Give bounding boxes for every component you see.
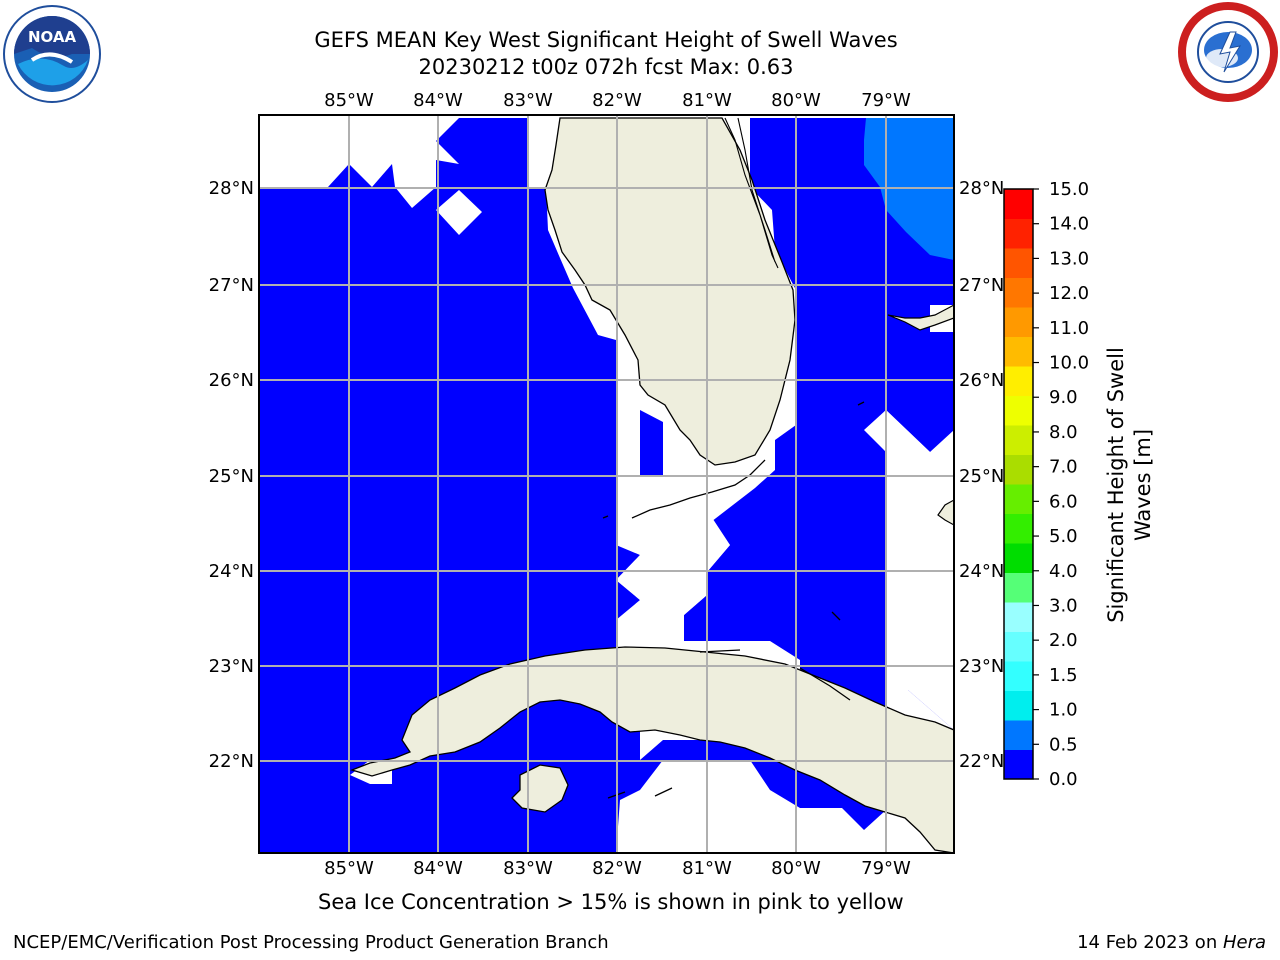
lon-label-top: 81°W: [682, 90, 732, 111]
land-isla-juventud: [511, 764, 569, 813]
colorbar-segment: [1004, 631, 1033, 662]
bahamas-land-2: [937, 499, 954, 526]
lat-label-right: 26°N: [959, 370, 1004, 391]
land-florida: [544, 117, 796, 466]
nodata-gap: [616, 510, 730, 641]
lat-label-right: 28°N: [959, 178, 1004, 199]
colorbar-segment: [1004, 336, 1033, 367]
colorbar-tick-label: 1.0: [1049, 700, 1078, 721]
colorbar-segment: [1004, 572, 1033, 603]
lon-label-bottom: 82°W: [592, 858, 642, 879]
lat-label-left: 28°N: [209, 178, 254, 199]
caption: Sea Ice Concentration > 15% is shown in …: [318, 890, 904, 914]
footer-host: Hera: [1222, 932, 1266, 953]
footer-date-text: 14 Feb 2023 on: [1077, 932, 1223, 953]
swell-field-low-2: [640, 410, 663, 475]
colorbar-segment: [1004, 277, 1033, 308]
lon-label-bottom: 80°W: [771, 858, 821, 879]
noaa-logo-text: NOAA: [28, 28, 77, 46]
chart-title: GEFS MEAN Key West Significant Height of…: [314, 28, 898, 52]
colorbar-tick-label: 14.0: [1049, 214, 1089, 235]
lon-label-top: 85°W: [324, 90, 374, 111]
lat-label-left: 25°N: [209, 466, 254, 487]
colorbar-segment: [1004, 425, 1033, 455]
lon-label-top: 84°W: [413, 90, 463, 111]
bahamas-cay: [831, 401, 865, 621]
lon-label-top: 80°W: [771, 90, 821, 111]
colorbar-frame: [1003, 188, 1034, 780]
colorbar-segment: [1004, 395, 1033, 426]
colorbar-segment: [1004, 543, 1033, 573]
colorbar-label-line2: Waves [m]: [1131, 429, 1155, 541]
colorbar-tick-label: 9.0: [1049, 387, 1078, 408]
colorbar-segment: [1004, 484, 1033, 514]
swell-field-low-3: [560, 530, 640, 853]
colorbar-tick-label: 4.0: [1049, 561, 1078, 582]
land-cuba: [350, 646, 954, 853]
lat-label-left: 23°N: [209, 656, 254, 677]
colorbar-tick-label: 0.0: [1049, 769, 1078, 790]
noaa-logo: NOAA: [3, 5, 101, 103]
colorbar-segment: [1004, 366, 1033, 396]
colorbar-segment: [1004, 307, 1033, 337]
colorbar-segment: [1004, 720, 1033, 750]
lon-label-top: 79°W: [861, 90, 911, 111]
florida-keys-2: [602, 515, 609, 519]
colorbar-tick-label: 13.0: [1049, 248, 1089, 269]
colorbar-tick-label: 8.0: [1049, 422, 1078, 443]
lat-label-right: 23°N: [959, 656, 1004, 677]
colorbar-tick-label: 11.0: [1049, 318, 1089, 339]
colorbar-tick-label: 7.0: [1049, 457, 1078, 478]
grid-lines: [259, 115, 954, 853]
colorbar-segment: [1004, 749, 1033, 780]
swell-field-low-east: [616, 118, 954, 853]
lat-label-left: 26°N: [209, 370, 254, 391]
lat-label-right: 22°N: [959, 751, 1004, 772]
lon-label-bottom: 83°W: [503, 858, 553, 879]
colorbar-ticks: 15.0 14.0 13.0 12.0 11.0 10.0 9.0 8.0 7.0 6.0 5.0 4…: [1033, 179, 1089, 790]
colorbar-segment: [1004, 690, 1033, 721]
nws-logo: [1178, 2, 1278, 102]
lon-label-bottom: 79°W: [861, 858, 911, 879]
lat-label-left: 22°N: [209, 751, 254, 772]
colorbar-tick-label: 0.5: [1049, 734, 1078, 755]
colorbar-segment: [1004, 189, 1033, 219]
lon-label-bottom: 81°W: [682, 858, 732, 879]
colorbar-segment: [1004, 513, 1033, 544]
lat-label-right: 25°N: [959, 466, 1004, 487]
colorbar-tick-label: 1.5: [1049, 665, 1078, 686]
lat-label-right: 24°N: [959, 561, 1004, 582]
nodata-gap: [436, 190, 482, 235]
lon-label-bottom: 84°W: [413, 858, 463, 879]
colorbar-segment: [1004, 602, 1033, 632]
footer-org: NCEP/EMC/Verification Post Processing Pr…: [13, 932, 609, 953]
bahamas-land: [887, 304, 954, 331]
colorbar-tick-label: 5.0: [1049, 526, 1078, 547]
lon-label-top: 83°W: [503, 90, 553, 111]
colorbar-tick-label: 10.0: [1049, 353, 1089, 374]
colorbar-tick-label: 6.0: [1049, 491, 1078, 512]
colorbar-segment: [1004, 218, 1033, 249]
lat-label-left: 27°N: [209, 275, 254, 296]
colorbar: [1004, 189, 1033, 780]
lon-label-top: 82°W: [592, 90, 642, 111]
colorbar-tick-label: 15.0: [1049, 179, 1089, 200]
chart-subtitle: 20230212 t00z 072h fcst Max: 0.63: [418, 55, 794, 79]
colorbar-label-line1: Significant Height of Swell: [1104, 347, 1128, 623]
map-frame: [258, 114, 955, 854]
lon-label-bottom: 85°W: [324, 858, 374, 879]
colorbar-segment: [1004, 661, 1033, 691]
colorbar-tick-label: 3.0: [1049, 595, 1078, 616]
lat-label-left: 24°N: [209, 561, 254, 582]
nodata-gap: [866, 410, 954, 478]
lat-label-right: 27°N: [959, 275, 1004, 296]
colorbar-segment: [1004, 248, 1033, 278]
coast-detail: [724, 117, 779, 269]
colorbar-segment: [1004, 454, 1033, 485]
footer-date: 14 Feb 2023 on Hera: [1077, 932, 1266, 953]
colorbar-tick-label: 2.0: [1049, 630, 1078, 651]
colorbar-tick-label: 12.0: [1049, 283, 1089, 304]
